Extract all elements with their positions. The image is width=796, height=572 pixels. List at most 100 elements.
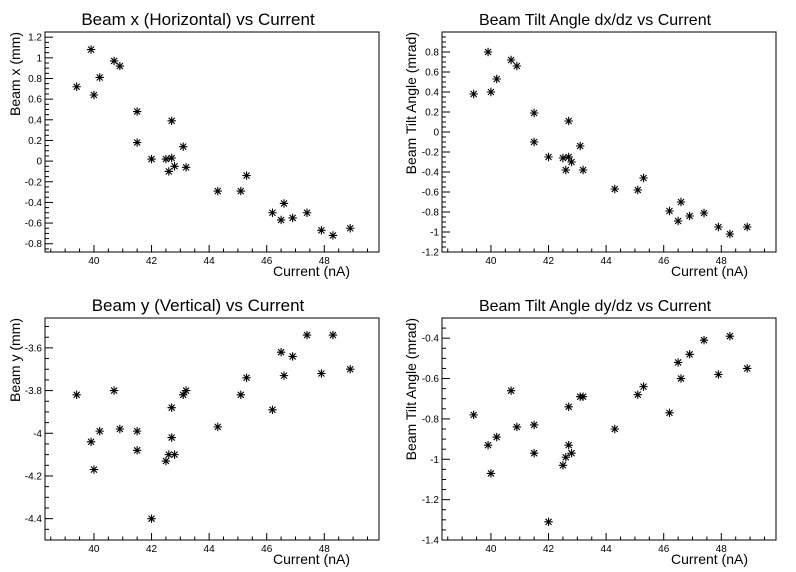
y-tick-label: -0.4 — [422, 334, 440, 345]
data-point — [236, 186, 245, 196]
data-point — [179, 390, 188, 400]
plot-frame — [441, 31, 777, 253]
data-point — [167, 433, 176, 442]
plot-frame — [441, 317, 777, 541]
data-point — [288, 352, 297, 361]
data-point — [115, 424, 125, 434]
data-point — [699, 208, 709, 218]
panel-tilt-dxdz: Beam Tilt Angle dx/dz vs Current Current… — [403, 12, 777, 279]
data-point — [564, 440, 573, 450]
y-tick-label: 0.2 — [425, 108, 439, 119]
data-point — [673, 358, 683, 367]
data-point — [132, 138, 142, 147]
y-tick-label: 0.6 — [28, 95, 42, 106]
data-point — [486, 469, 496, 478]
data-point — [567, 449, 576, 458]
x-axis-label: Current (nA) — [671, 551, 748, 567]
chart-title: Beam x (Horizontal) vs Current — [81, 10, 315, 29]
data-point — [714, 222, 723, 232]
data-point — [544, 517, 553, 527]
data-point — [302, 208, 312, 217]
data-point — [109, 386, 119, 395]
data-point — [512, 61, 522, 71]
data-point — [161, 154, 171, 164]
data-point — [564, 116, 573, 126]
y-tick-label: -0.6 — [422, 374, 440, 385]
data-point — [483, 440, 493, 450]
data-point — [179, 142, 188, 151]
x-tick-label: 46 — [261, 544, 273, 555]
data-point — [213, 422, 222, 432]
data-point — [213, 186, 222, 196]
data-point — [544, 152, 553, 162]
data-point — [633, 185, 642, 195]
data-point — [170, 162, 179, 171]
data-point — [665, 408, 674, 418]
y-tick-label: -4.2 — [25, 471, 43, 482]
y-tick-label: -4 — [33, 429, 42, 440]
x-tick-label: 40 — [485, 256, 497, 267]
data-point — [147, 154, 156, 164]
data-point — [725, 331, 735, 341]
data-point — [317, 226, 326, 235]
data-point — [115, 61, 125, 71]
y-tick-label: -1 — [430, 455, 439, 466]
data-point — [685, 350, 694, 359]
data-point — [268, 405, 277, 414]
data-point — [279, 199, 289, 208]
data-point — [302, 330, 312, 340]
data-point — [346, 224, 355, 233]
data-point — [236, 390, 245, 400]
data-point — [567, 157, 576, 167]
y-axis-label: Beam Tilt Angle (mrad) — [403, 318, 419, 460]
y-tick-label: -0.4 — [422, 168, 440, 179]
data-point — [469, 410, 478, 420]
data-point — [181, 163, 191, 172]
data-point — [328, 330, 338, 340]
data-point — [564, 402, 573, 411]
data-point — [561, 165, 571, 175]
data-point — [492, 74, 501, 84]
y-tick-label: 0.4 — [425, 88, 439, 99]
panel-beam-y: Beam y (Vertical) vs Current Current (nA… — [7, 296, 380, 567]
chart-title: Beam Tilt Angle dy/dz vs Current — [479, 298, 712, 315]
data-point — [346, 365, 355, 374]
y-tick-label: 0.2 — [28, 136, 42, 147]
x-axis-label: Current (nA) — [273, 551, 350, 567]
y-tick-label: -0.8 — [422, 414, 440, 425]
data-point — [276, 347, 286, 357]
data-point — [167, 116, 176, 126]
x-tick-label: 46 — [658, 544, 670, 555]
y-tick-label: -0.6 — [25, 219, 43, 230]
y-tick-label: 0 — [433, 128, 439, 139]
chart-title: Beam Tilt Angle dx/dz vs Current — [479, 12, 712, 29]
data-point — [279, 371, 289, 380]
y-tick-label: -0.2 — [422, 148, 440, 159]
plot-frame — [44, 31, 380, 253]
data-point — [665, 206, 674, 216]
data-point — [242, 373, 251, 382]
y-tick-label: -0.4 — [25, 198, 43, 209]
data-point — [89, 90, 99, 100]
data-point — [181, 386, 191, 395]
y-tick-label: -0.6 — [422, 188, 440, 199]
data-point — [685, 211, 694, 221]
x-tick-label: 46 — [658, 256, 670, 267]
data-point — [86, 45, 96, 54]
y-axis-label: Beam y (mm) — [7, 318, 23, 402]
data-point — [506, 386, 516, 395]
panel-beam-x: Beam x (Horizontal) vs Current Current (… — [7, 10, 380, 279]
data-point — [676, 374, 686, 383]
data-point — [288, 213, 297, 223]
y-tick-label: 0.8 — [28, 74, 42, 85]
data-point — [558, 461, 568, 470]
data-point — [699, 336, 709, 345]
data-point — [147, 514, 156, 523]
data-point — [610, 184, 619, 194]
data-point — [132, 426, 142, 436]
x-tick-label: 42 — [146, 544, 158, 555]
y-tick-label: -1.2 — [422, 495, 440, 506]
y-tick-label: -1 — [430, 228, 439, 239]
y-axis-label: Beam x (mm) — [7, 32, 23, 116]
